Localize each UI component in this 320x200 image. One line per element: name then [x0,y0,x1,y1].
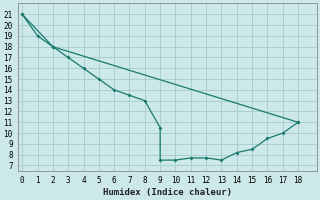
X-axis label: Humidex (Indice chaleur): Humidex (Indice chaleur) [102,188,232,197]
